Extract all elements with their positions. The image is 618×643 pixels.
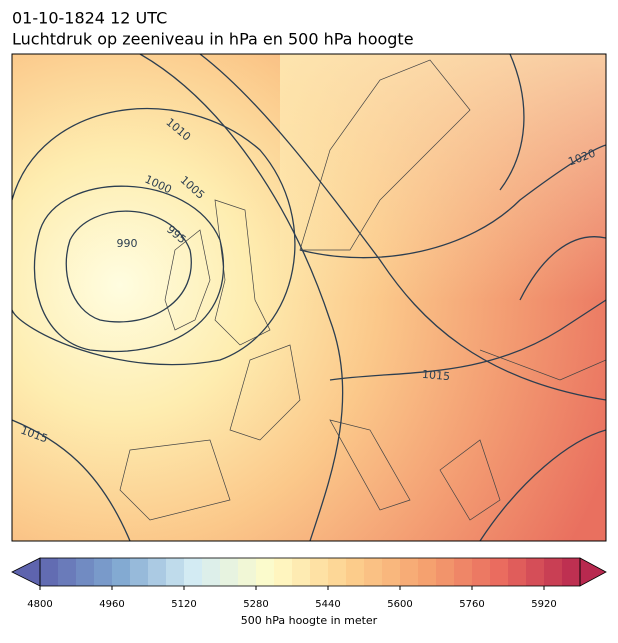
- colorbar-extend-high: [579, 557, 607, 587]
- colorbar-step: [418, 558, 437, 586]
- colorbar-step: [400, 558, 419, 586]
- colorbar-step: [166, 558, 185, 586]
- colorbar-tick-label: 5760: [459, 599, 484, 610]
- colorbar-tick-label: 5440: [315, 599, 340, 610]
- colorbar-step: [130, 558, 149, 586]
- colorbar-tick-label: 5600: [387, 599, 412, 610]
- colorbar-tick-label: 5920: [531, 599, 556, 610]
- isobar-label: 1015: [422, 368, 451, 383]
- colorbar-extend-low: [11, 557, 41, 587]
- map: [12, 54, 606, 541]
- colorbar-step: [112, 558, 131, 586]
- colorbar-step: [562, 558, 581, 586]
- colorbar-step: [382, 558, 401, 586]
- colorbar-tick-label: 5120: [171, 599, 196, 610]
- colorbar-frame: [39, 557, 581, 587]
- colorbar-step: [292, 558, 311, 586]
- colorbar-step: [328, 558, 347, 586]
- colorbar-tick-label: 4960: [99, 599, 124, 610]
- isobar-label: 990: [117, 237, 138, 250]
- map-frame: [11, 53, 607, 542]
- colorbar-tick-label: 5280: [243, 599, 268, 610]
- colorbar-step: [364, 558, 383, 586]
- title: 01-10-1824 12 UTC: [12, 9, 167, 28]
- subtitle: Luchtdruk op zeeniveau in hPa en 500 hPa…: [12, 30, 414, 49]
- colorbar-step: [454, 558, 473, 586]
- colorbar-step: [508, 558, 527, 586]
- colorbar-step: [490, 558, 509, 586]
- colorbar-step: [40, 558, 59, 586]
- colorbar-step: [148, 558, 167, 586]
- colorbar-step: [256, 558, 275, 586]
- colorbar-step: [310, 558, 329, 586]
- colorbar-step: [94, 558, 113, 586]
- colorbar-step: [202, 558, 221, 586]
- colorbar-step: [544, 558, 563, 586]
- colorbar-step: [274, 558, 293, 586]
- colorbar-step: [526, 558, 545, 586]
- colorbar-step: [472, 558, 491, 586]
- colorbar-step: [436, 558, 455, 586]
- colorbar-tick-label: 4800: [27, 599, 52, 610]
- colorbar-label: 500 hPa hoogte in meter: [241, 614, 378, 627]
- colorbar-step: [346, 558, 365, 586]
- colorbar-step: [220, 558, 239, 586]
- colorbar-step: [184, 558, 203, 586]
- colorbar-step: [238, 558, 257, 586]
- colorbar-step: [76, 558, 95, 586]
- colorbar-step: [58, 558, 77, 586]
